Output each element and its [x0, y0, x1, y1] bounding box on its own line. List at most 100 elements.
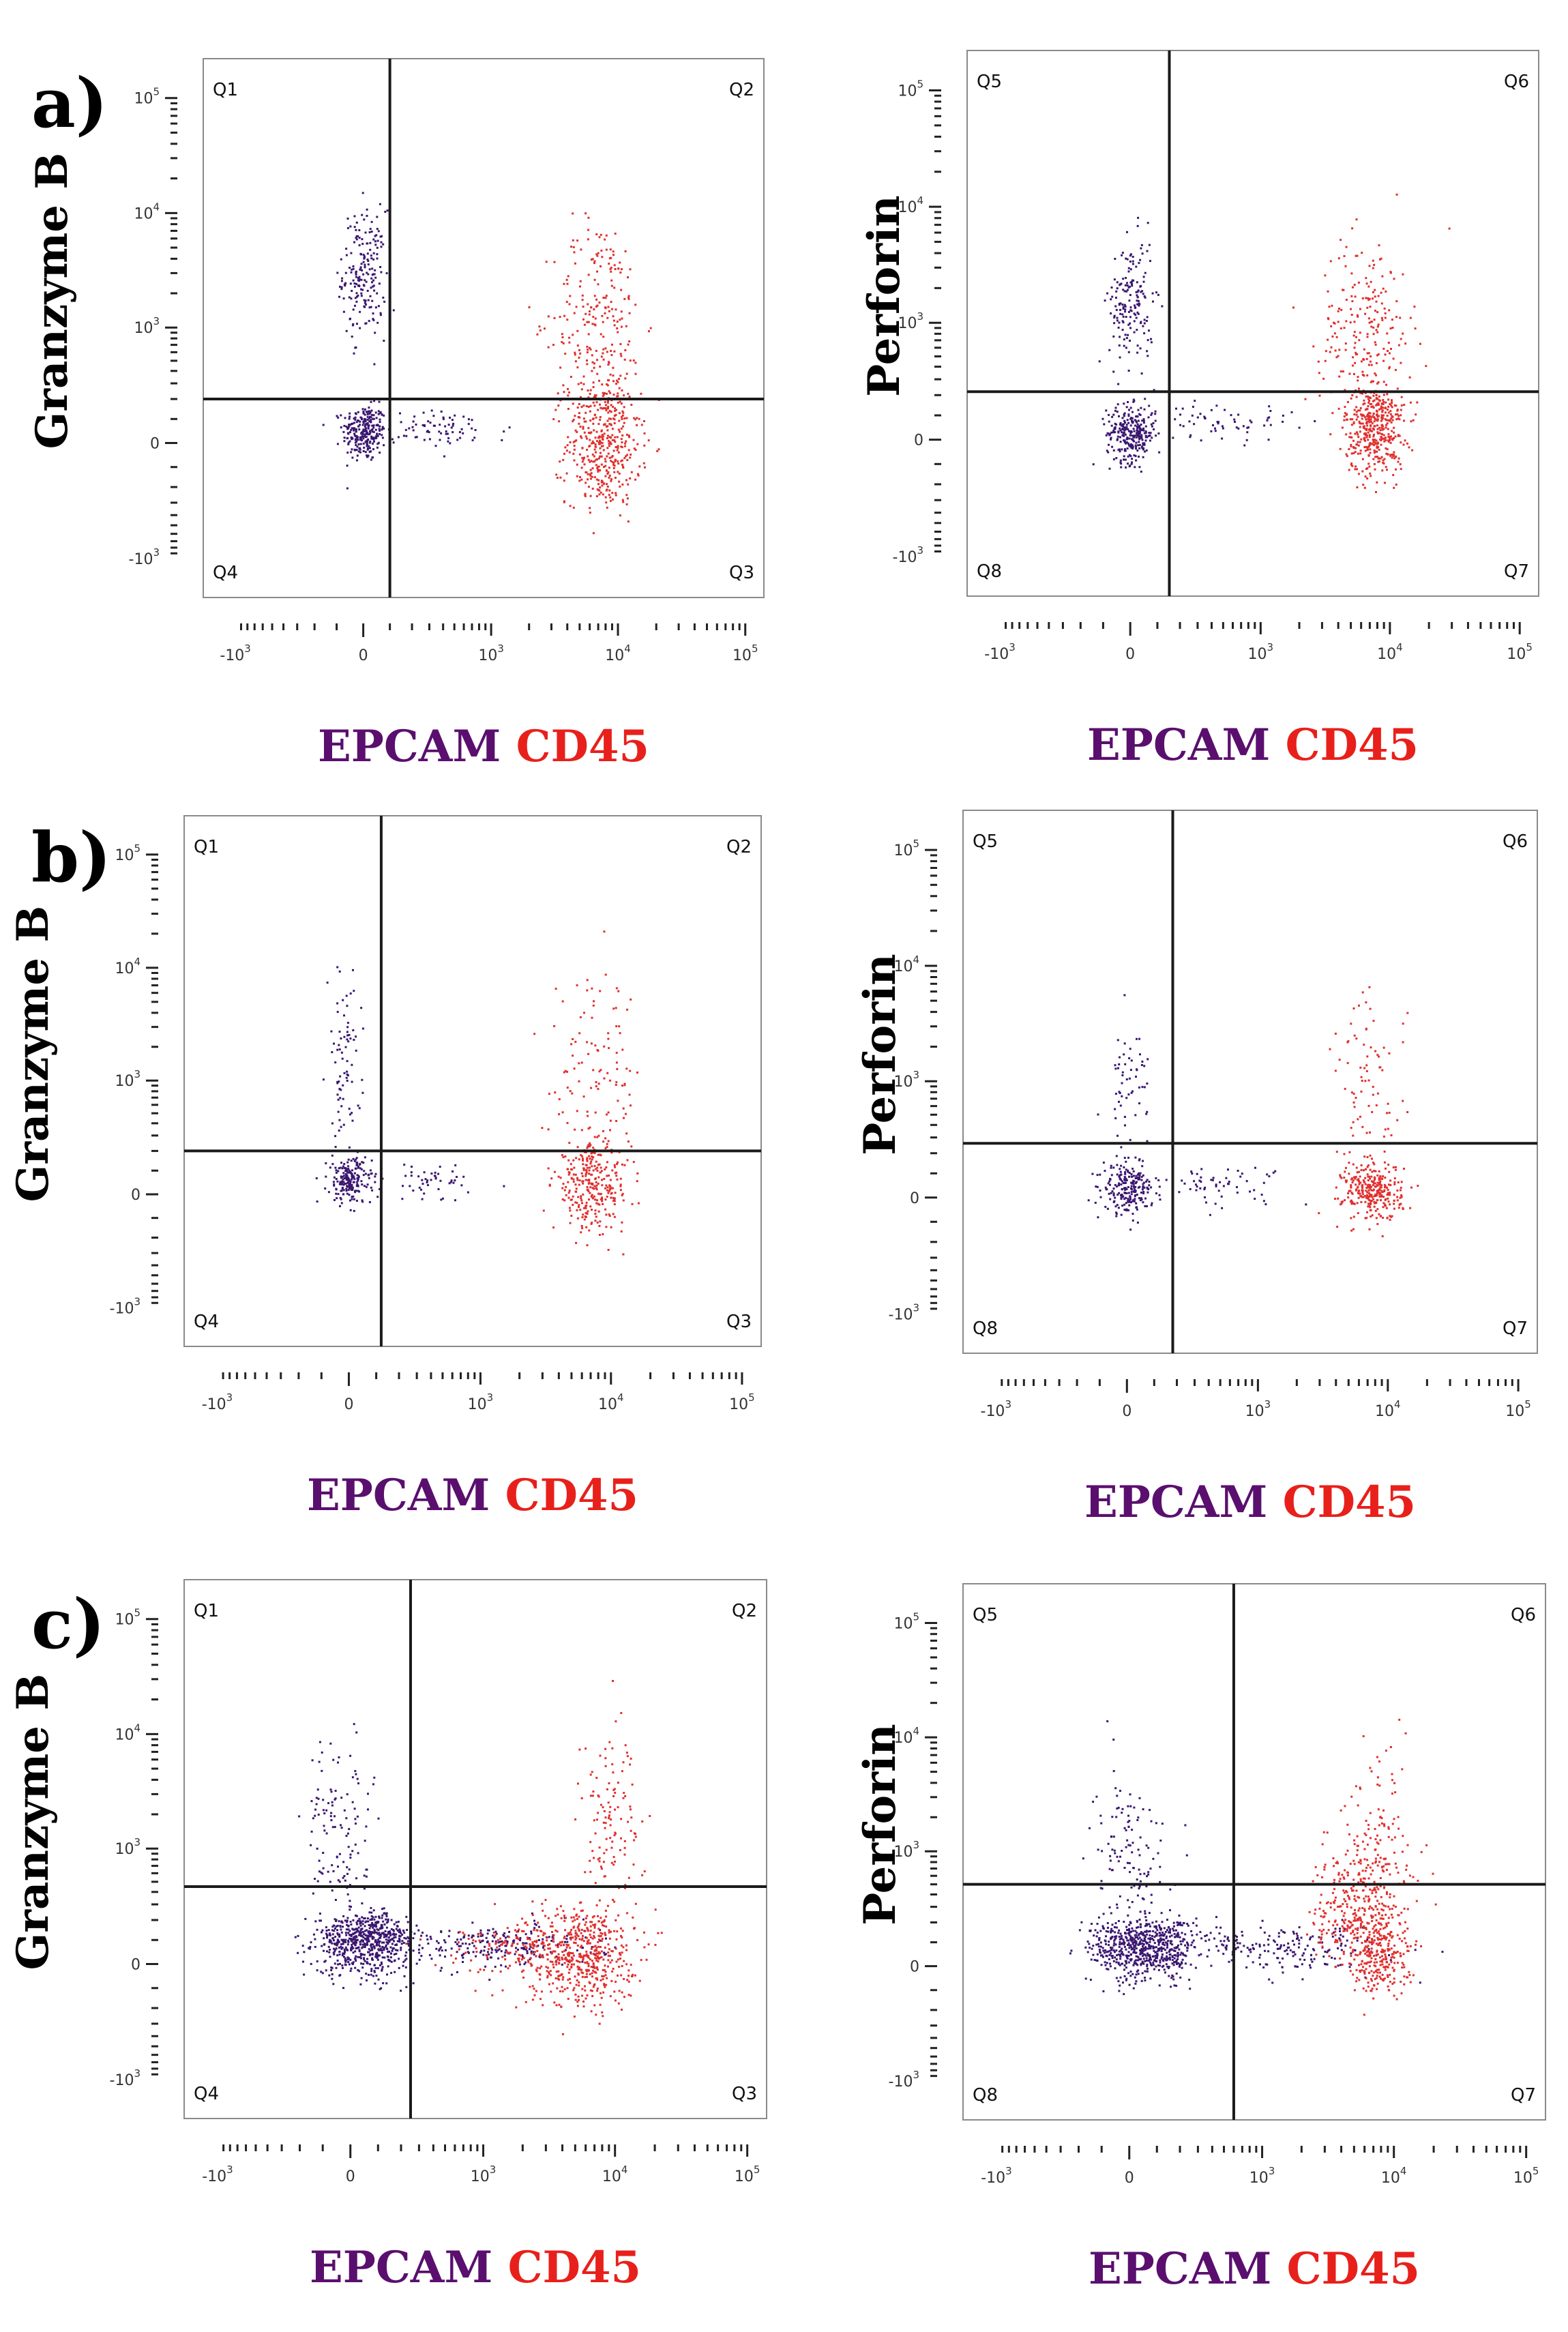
- point: [587, 396, 590, 399]
- point: [1358, 339, 1361, 342]
- point: [1367, 417, 1370, 420]
- point: [1361, 392, 1363, 395]
- point: [1397, 1181, 1400, 1183]
- point: [398, 1958, 400, 1960]
- point: [417, 1175, 420, 1178]
- plot-frame: [962, 810, 1538, 1354]
- point: [608, 310, 610, 312]
- point: [394, 1944, 397, 1947]
- y-tick-label: -103: [110, 2067, 140, 2089]
- point: [616, 1163, 619, 1166]
- point: [404, 428, 407, 431]
- point: [1109, 1198, 1112, 1200]
- point: [587, 1179, 589, 1181]
- point: [1394, 1168, 1397, 1171]
- point: [592, 460, 595, 463]
- point: [1383, 1161, 1386, 1164]
- point: [320, 1931, 323, 1934]
- point: [350, 1967, 353, 1970]
- point: [1382, 434, 1385, 437]
- point: [408, 427, 411, 430]
- point: [598, 436, 601, 439]
- point: [406, 1929, 409, 1931]
- point: [1373, 452, 1376, 454]
- point: [561, 1198, 564, 1200]
- point: [360, 1928, 363, 1931]
- point: [585, 212, 587, 215]
- point: [321, 1929, 324, 1932]
- point: [576, 475, 578, 477]
- point: [358, 1107, 361, 1110]
- point: [353, 990, 355, 992]
- point: [1372, 458, 1375, 460]
- point: [621, 499, 624, 501]
- point: [367, 433, 370, 436]
- point: [563, 452, 565, 455]
- point: [380, 1923, 383, 1926]
- point: [618, 387, 621, 389]
- point: [566, 1070, 568, 1073]
- point: [400, 1990, 402, 1992]
- point: [340, 1037, 342, 1039]
- point: [467, 1191, 469, 1194]
- point: [390, 1919, 393, 1921]
- point: [383, 1933, 386, 1936]
- point: [591, 1222, 593, 1224]
- point: [379, 203, 381, 205]
- point: [1373, 1163, 1376, 1166]
- point: [1365, 1001, 1367, 1004]
- point: [342, 310, 345, 313]
- point: [1369, 412, 1372, 415]
- point: [1200, 439, 1202, 442]
- point: [1115, 457, 1118, 460]
- point: [602, 449, 605, 452]
- point: [602, 1202, 604, 1205]
- point: [612, 394, 615, 396]
- point: [421, 1198, 424, 1200]
- point: [371, 281, 373, 284]
- point: [607, 405, 610, 408]
- point: [361, 1923, 364, 1925]
- point: [351, 1175, 353, 1177]
- point: [623, 1082, 626, 1085]
- point: [1124, 284, 1127, 286]
- point: [341, 1947, 344, 1949]
- point: [552, 1226, 555, 1229]
- point: [589, 460, 591, 463]
- point: [370, 1943, 373, 1946]
- point: [361, 213, 364, 216]
- point: [1123, 415, 1125, 417]
- point: [1419, 342, 1421, 345]
- point: [613, 439, 616, 442]
- point: [582, 383, 585, 385]
- point: [345, 1190, 348, 1192]
- point: [1142, 443, 1144, 446]
- point: [615, 446, 617, 448]
- point: [1361, 1193, 1364, 1196]
- point: [1352, 1228, 1355, 1230]
- point: [608, 263, 610, 265]
- point: [579, 280, 582, 282]
- point: [1410, 1186, 1412, 1189]
- point: [616, 327, 619, 329]
- point: [355, 235, 358, 237]
- point: [1363, 402, 1366, 404]
- point: [1132, 1170, 1135, 1172]
- point: [391, 1938, 394, 1940]
- point: [612, 1213, 615, 1215]
- point: [1367, 454, 1370, 457]
- point: [1374, 456, 1377, 458]
- point: [563, 1199, 566, 1202]
- point: [1189, 1187, 1192, 1190]
- point: [542, 1209, 545, 1212]
- point: [601, 484, 604, 487]
- point: [347, 1846, 350, 1848]
- point: [585, 405, 588, 407]
- point: [581, 1175, 584, 1177]
- panel-letter: c): [31, 1584, 105, 1664]
- point: [1312, 345, 1315, 348]
- point: [372, 1909, 375, 1912]
- point: [1136, 421, 1138, 424]
- point: [357, 439, 359, 441]
- point: [473, 437, 476, 439]
